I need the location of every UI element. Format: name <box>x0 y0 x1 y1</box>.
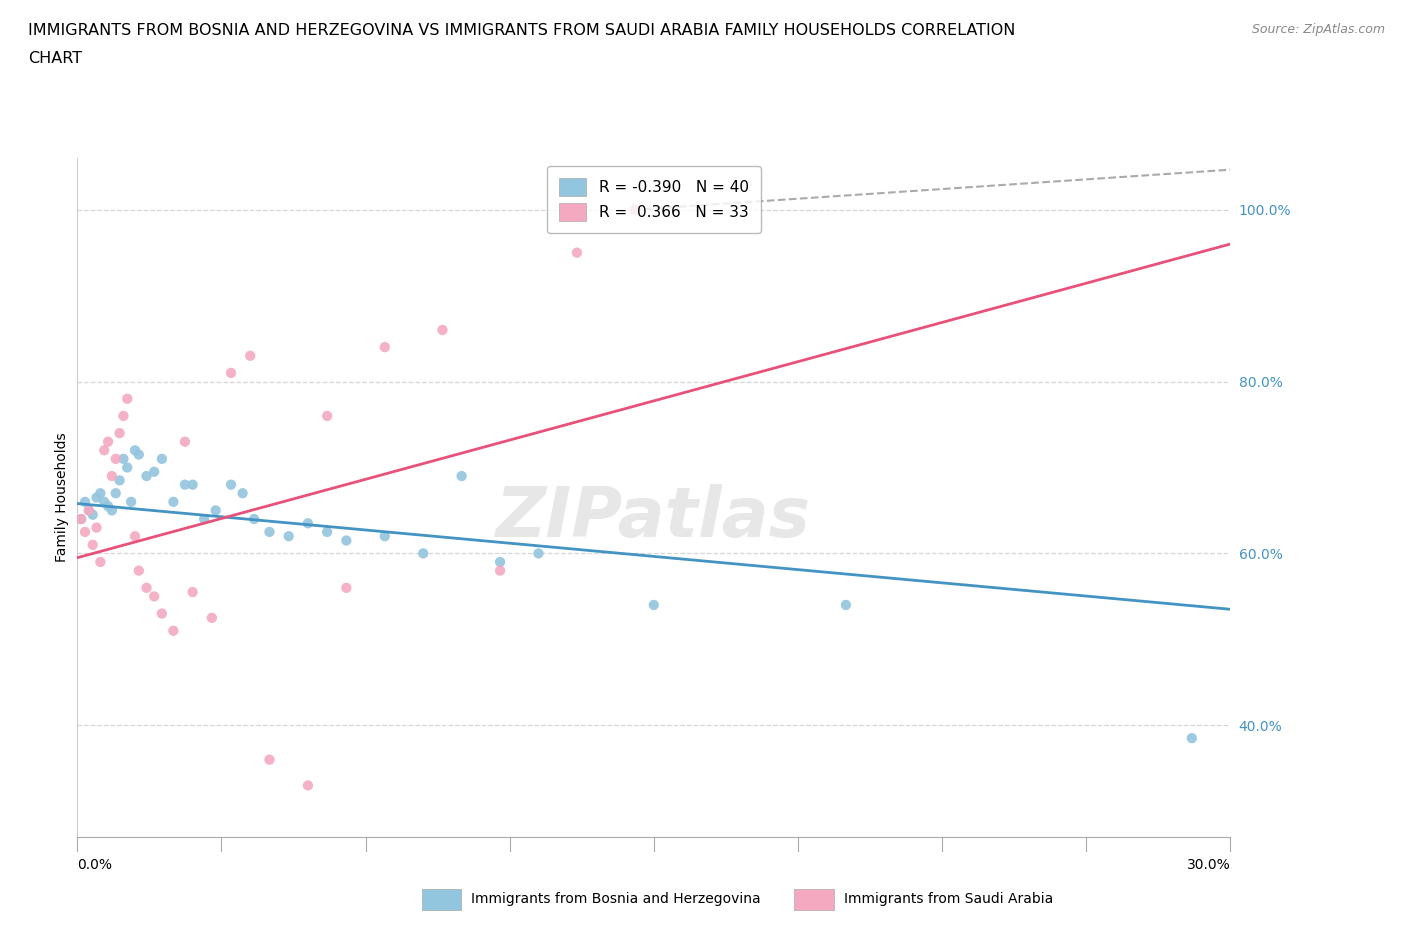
Point <box>150 606 173 621</box>
Text: 30.0%: 30.0% <box>1187 858 1230 872</box>
Point <box>835 598 858 613</box>
Point <box>204 503 226 518</box>
Point <box>527 546 550 561</box>
Point <box>150 451 173 466</box>
Point <box>124 529 146 544</box>
Point <box>201 610 224 625</box>
Point <box>93 443 115 458</box>
Point <box>89 554 111 569</box>
Point <box>82 507 104 522</box>
Point <box>120 495 142 510</box>
Point <box>89 485 111 500</box>
Point <box>143 464 166 479</box>
Point <box>93 495 115 510</box>
Point <box>162 495 184 510</box>
Point <box>219 365 242 380</box>
Point <box>174 434 197 449</box>
Point <box>193 512 215 526</box>
Point <box>316 525 339 539</box>
Point <box>643 598 665 613</box>
Point <box>335 533 357 548</box>
Point <box>374 339 396 354</box>
Text: Immigrants from Saudi Arabia: Immigrants from Saudi Arabia <box>844 892 1053 907</box>
Point <box>97 434 120 449</box>
Point <box>623 202 645 217</box>
Point <box>432 323 454 338</box>
Point <box>181 585 204 600</box>
Point <box>97 498 120 513</box>
Point <box>259 752 281 767</box>
Point <box>101 469 124 484</box>
Point <box>77 503 100 518</box>
Point <box>124 443 146 458</box>
Point <box>297 516 319 531</box>
Point <box>259 525 281 539</box>
Text: CHART: CHART <box>28 51 82 66</box>
Point <box>316 408 339 423</box>
Point <box>412 546 434 561</box>
Point <box>108 473 131 488</box>
Y-axis label: Family Households: Family Households <box>55 432 69 563</box>
Point <box>101 503 124 518</box>
Point <box>117 460 139 475</box>
Point <box>77 503 100 518</box>
Point <box>162 623 184 638</box>
Point <box>104 451 127 466</box>
Point <box>86 520 108 535</box>
Point <box>86 490 108 505</box>
Text: 0.0%: 0.0% <box>77 858 112 872</box>
Text: ZIPatlas: ZIPatlas <box>496 485 811 551</box>
Point <box>112 408 135 423</box>
Point <box>297 778 319 793</box>
Point <box>489 564 512 578</box>
Point <box>243 512 266 526</box>
Point <box>128 447 150 462</box>
Point <box>1181 731 1204 746</box>
Point <box>232 485 254 500</box>
Point <box>277 529 299 544</box>
Point <box>104 485 127 500</box>
Point <box>450 469 472 484</box>
Point <box>239 349 262 364</box>
Point <box>70 512 93 526</box>
Text: Source: ZipAtlas.com: Source: ZipAtlas.com <box>1251 23 1385 36</box>
Point <box>82 538 104 552</box>
Point <box>73 525 96 539</box>
Point <box>135 580 157 595</box>
Point <box>335 580 357 595</box>
Point <box>108 426 131 441</box>
Point <box>128 564 150 578</box>
Point <box>565 246 588 260</box>
Point <box>143 589 166 604</box>
Point <box>174 477 197 492</box>
Point <box>135 469 157 484</box>
Legend: R = -0.390   N = 40, R =  0.366   N = 33: R = -0.390 N = 40, R = 0.366 N = 33 <box>547 166 761 233</box>
Text: Immigrants from Bosnia and Herzegovina: Immigrants from Bosnia and Herzegovina <box>471 892 761 907</box>
Point <box>112 451 135 466</box>
Point <box>117 392 139 406</box>
Point <box>489 554 512 569</box>
Point <box>219 477 242 492</box>
Point <box>181 477 204 492</box>
Point <box>70 512 93 526</box>
Point <box>374 529 396 544</box>
Text: IMMIGRANTS FROM BOSNIA AND HERZEGOVINA VS IMMIGRANTS FROM SAUDI ARABIA FAMILY HO: IMMIGRANTS FROM BOSNIA AND HERZEGOVINA V… <box>28 23 1015 38</box>
Point <box>73 495 96 510</box>
